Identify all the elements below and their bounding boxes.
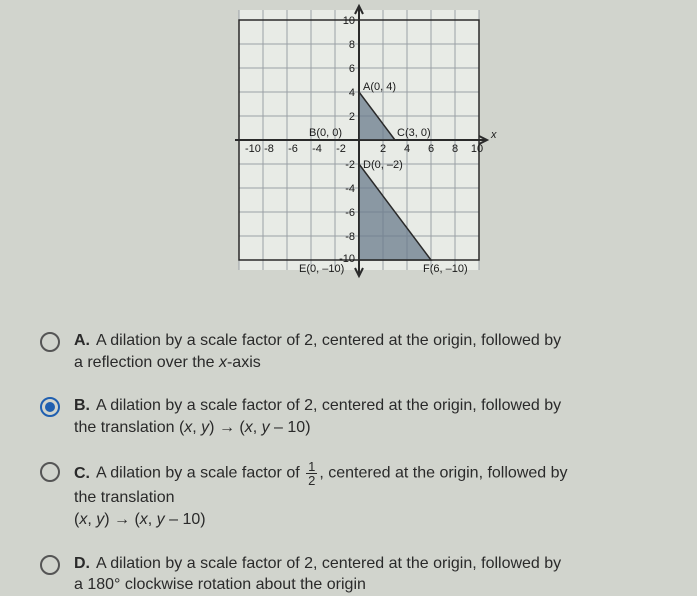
coordinate-chart: -10 -8 -6 -4 -2 2 4 6 8 10 10 8 6 4 2 -2… [199, 0, 499, 290]
radio-c[interactable] [40, 462, 60, 482]
point-label-e: E(0, –10) [299, 263, 344, 275]
svg-text:2: 2 [379, 143, 385, 155]
svg-text:6: 6 [348, 63, 354, 75]
answer-b-text: B.A dilation by a scale factor of 2, cen… [74, 395, 561, 438]
svg-text:-6: -6 [288, 143, 298, 155]
svg-text:4: 4 [403, 143, 409, 155]
svg-text:-6: -6 [345, 207, 355, 219]
radio-d[interactable] [40, 555, 60, 575]
point-label-d: D(0, –2) [363, 159, 403, 171]
svg-text:2: 2 [348, 111, 354, 123]
point-label-b: B(0, 0) [309, 127, 342, 139]
point-label-f: F(6, –10) [423, 263, 468, 275]
answer-d[interactable]: D.A dilation by a scale factor of 2, cen… [40, 553, 657, 596]
svg-text:-8: -8 [345, 231, 355, 243]
svg-text:8: 8 [451, 143, 457, 155]
svg-text:-2: -2 [336, 143, 346, 155]
radio-a[interactable] [40, 332, 60, 352]
svg-text:8: 8 [348, 39, 354, 51]
x-axis-label: x [490, 129, 497, 141]
answer-c-text: C.A dilation by a scale factor of 12, ce… [74, 460, 568, 530]
answer-d-text: D.A dilation by a scale factor of 2, cen… [74, 553, 561, 596]
answer-a-text: A.A dilation by a scale factor of 2, cen… [74, 330, 561, 373]
svg-text:-10: -10 [245, 143, 261, 155]
svg-text:-2: -2 [345, 159, 355, 171]
svg-text:4: 4 [348, 87, 354, 99]
svg-text:6: 6 [427, 143, 433, 155]
answer-list: A.A dilation by a scale factor of 2, cen… [0, 290, 697, 596]
svg-text:-4: -4 [312, 143, 322, 155]
answer-b[interactable]: B.A dilation by a scale factor of 2, cen… [40, 395, 657, 438]
point-label-c: C(3, 0) [397, 127, 431, 139]
svg-text:-8: -8 [264, 143, 274, 155]
svg-text:10: 10 [342, 15, 354, 27]
answer-a[interactable]: A.A dilation by a scale factor of 2, cen… [40, 330, 657, 373]
radio-b[interactable] [40, 397, 60, 417]
point-label-a: A(0, 4) [363, 81, 396, 93]
answer-c[interactable]: C.A dilation by a scale factor of 12, ce… [40, 460, 657, 530]
svg-text:-4: -4 [345, 183, 355, 195]
svg-text:10: 10 [470, 143, 482, 155]
